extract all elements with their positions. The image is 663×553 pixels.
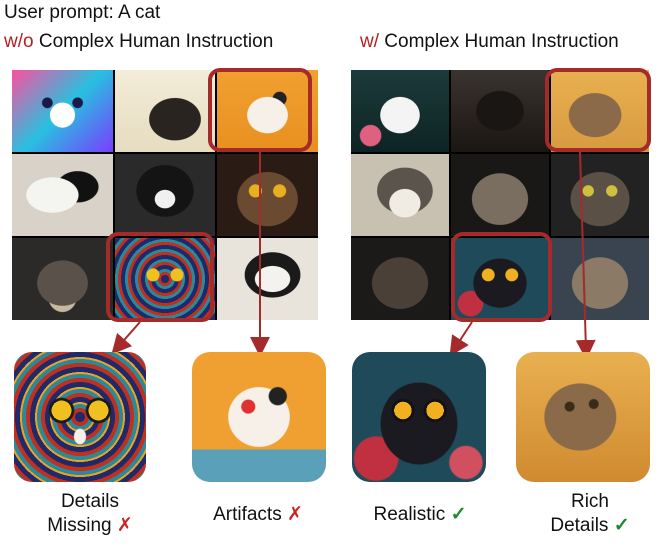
arrow-right-realistic [449,321,473,357]
caption-rich-details: Rich Details ✓ [550,491,630,536]
cross-icon: ✗ [286,504,303,525]
left-highlight-top [208,68,312,152]
grid-image [12,238,113,320]
right-title: Complex Human Instruction [384,31,619,52]
right-prefix: w/ [360,31,379,52]
grid-image [114,70,216,152]
left-image-grid [12,70,318,320]
grid-image [351,238,449,320]
right-highlight-middle [451,232,552,322]
enlarged-image-realistic [352,352,486,482]
caption-realistic: Realistic ✓ [373,504,467,525]
grid-image [114,154,216,236]
arrow-right-rich [575,151,596,360]
grid-image [217,238,318,320]
check-icon: ✓ [613,515,630,536]
grid-image [217,70,318,152]
check-icon: ✓ [450,504,467,525]
grid-image [217,154,318,236]
right-panel-header: w/ Complex Human Instruction [360,31,619,53]
grid-image [551,70,649,152]
enlarged-image-rich-details [516,352,650,482]
right-image-grid [351,70,649,320]
grid-image [551,154,649,236]
caption-details-missing: Details Missing ✗ [47,491,133,536]
left-panel-header: w/o Complex Human Instruction [4,31,273,53]
caption-artifacts: Artifacts ✗ [213,504,303,525]
grid-image [451,238,549,320]
grid-image [551,238,649,320]
cross-icon: ✗ [116,515,133,536]
grid-image [12,70,113,152]
grid-image [451,70,549,152]
prompt-label: User prompt: A cat [4,2,161,23]
arrow-left-details [111,321,141,355]
right-highlight-top [545,68,651,152]
left-prefix: w/o [4,31,34,52]
grid-image [351,154,449,236]
grid-image [12,154,113,236]
grid-image [451,154,549,236]
grid-image [114,238,216,320]
enlarged-image-details-missing [14,352,146,482]
left-highlight-middle [106,232,214,322]
enlarged-image-artifacts [192,352,326,482]
grid-image [351,70,449,152]
left-title: Complex Human Instruction [38,31,274,52]
